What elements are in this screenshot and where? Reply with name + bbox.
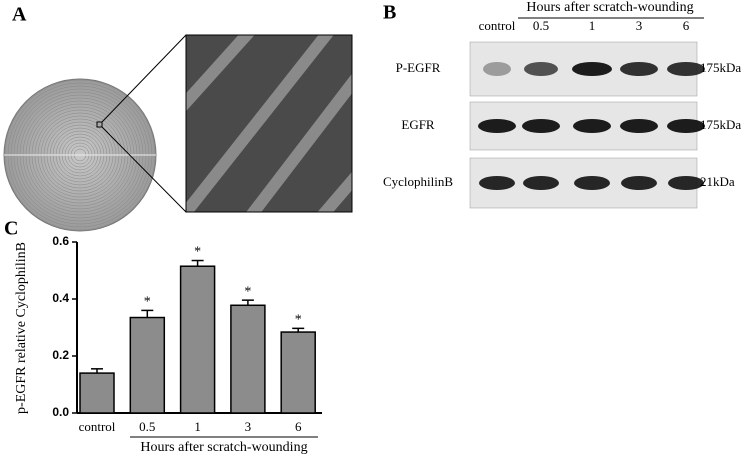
row-label: P-EGFR: [396, 60, 441, 75]
band: [620, 62, 658, 76]
lane-label: 3: [636, 18, 643, 33]
band: [479, 176, 515, 190]
y-axis-label: p-EGFR relative CyclophilinB: [14, 242, 29, 414]
y-tick-label: 0.2: [52, 348, 69, 362]
x-tick-label: 1: [194, 419, 201, 434]
row-label: CyclophilinB: [383, 174, 453, 189]
y-tick-label: 0.4: [52, 291, 69, 305]
zoom-line: [101, 126, 187, 213]
lane-label: 6: [683, 18, 690, 33]
blot-header: Hours after scratch-wounding: [526, 0, 693, 15]
significance-marker: *: [144, 295, 151, 310]
band: [524, 62, 558, 76]
band: [478, 119, 516, 133]
row-label: EGFR: [401, 117, 435, 132]
size-label: 175kDa: [700, 117, 741, 132]
x-tick-label: 3: [245, 419, 252, 434]
size-label: 21kDa: [700, 174, 735, 189]
y-tick-label: 0.6: [52, 234, 69, 248]
band: [523, 176, 559, 190]
band: [572, 62, 612, 76]
lane-label: 0.5: [533, 18, 549, 33]
significance-marker: *: [194, 245, 201, 260]
x-tick-label: control: [79, 419, 116, 434]
lane-label: 1: [589, 18, 596, 33]
x-tick-label: 6: [295, 419, 302, 434]
band: [667, 119, 705, 133]
lane-label: control: [479, 18, 516, 33]
dish: [3, 78, 157, 232]
band: [573, 119, 611, 133]
panel-label: C: [4, 218, 18, 240]
bar: [179, 265, 216, 414]
band: [667, 62, 705, 76]
bar: [79, 372, 115, 414]
band: [620, 119, 658, 133]
y-tick-label: 0.0: [52, 405, 69, 419]
significance-marker: *: [295, 313, 302, 328]
size-label: 175kDa: [700, 60, 741, 75]
x-axis-label: Hours after scratch-wounding: [140, 440, 307, 455]
bar: [230, 304, 266, 414]
x-tick-label: 0.5: [139, 419, 155, 434]
panel-label: A: [12, 4, 27, 26]
panel-label: B: [383, 2, 396, 24]
micrograph: [185, 34, 353, 213]
bar: [129, 316, 166, 414]
band: [574, 176, 610, 190]
band: [483, 62, 511, 76]
significance-marker: *: [244, 284, 251, 299]
band: [522, 119, 560, 133]
band: [621, 176, 657, 190]
bar: [280, 331, 316, 414]
zoom-line: [101, 34, 187, 123]
band: [668, 176, 704, 190]
